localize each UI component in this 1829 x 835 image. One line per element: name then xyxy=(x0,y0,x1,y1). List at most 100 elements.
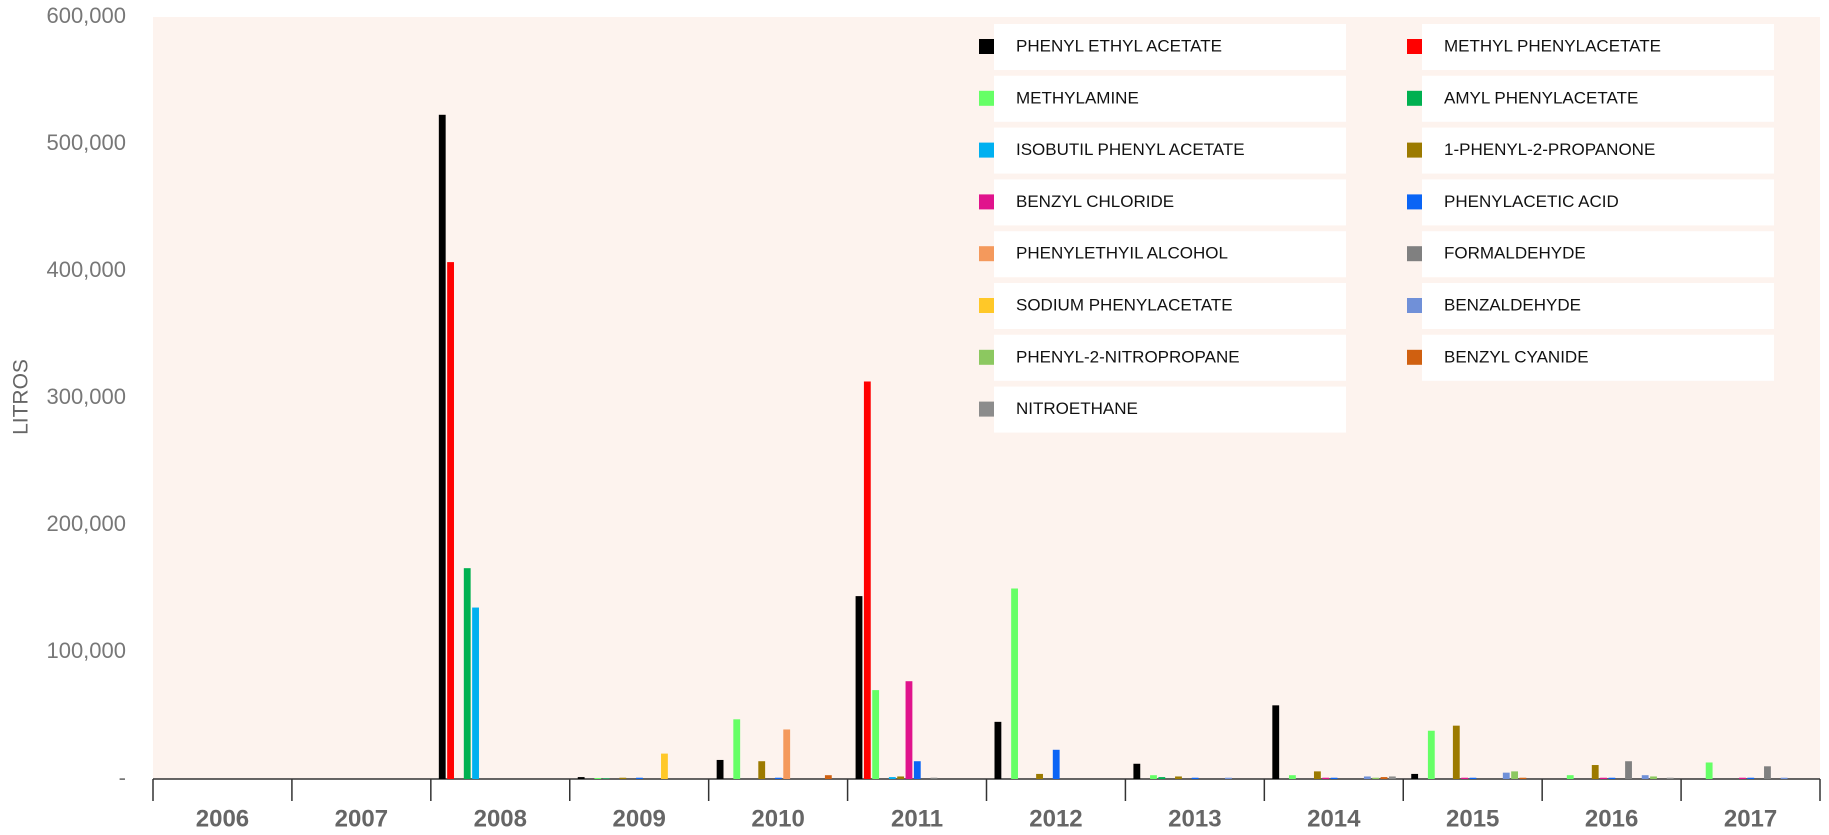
x-tick-label: 2009 xyxy=(613,805,666,832)
bar xyxy=(855,596,863,779)
x-tick-label: 2012 xyxy=(1029,805,1082,832)
legend-swatch xyxy=(979,142,994,158)
legend-swatch xyxy=(1407,194,1422,210)
legend-label: FORMALDEHYDE xyxy=(1444,244,1586,263)
legend-label: ISOBUTIL PHENYL ACETATE xyxy=(1016,140,1245,159)
y-tick-label: 500,000 xyxy=(46,130,126,155)
legend-swatch xyxy=(1407,246,1422,262)
legend-label: 1-PHENYL-2-PROPANONE xyxy=(1444,140,1655,159)
x-tick-label: 2011 xyxy=(891,805,943,832)
bar xyxy=(1625,761,1632,779)
legend-label: SODIUM PHENYLACETATE xyxy=(1016,295,1233,314)
bar xyxy=(594,777,602,779)
x-tick-label: 2013 xyxy=(1168,805,1221,832)
bar xyxy=(1052,749,1060,779)
bar xyxy=(602,778,610,779)
bar xyxy=(1519,777,1527,779)
legend-swatch xyxy=(979,349,994,365)
bar xyxy=(1461,777,1469,779)
bar xyxy=(1288,775,1296,779)
bar xyxy=(1225,777,1232,779)
bar xyxy=(783,729,791,779)
bar xyxy=(897,776,905,779)
bar xyxy=(888,777,896,779)
x-tick-label: 2008 xyxy=(474,805,527,832)
legend-swatch xyxy=(1407,142,1422,158)
bar xyxy=(1511,771,1519,779)
legend-box xyxy=(1422,127,1774,174)
bar xyxy=(758,761,766,779)
bar xyxy=(1380,777,1388,779)
legend-box xyxy=(994,334,1346,381)
bar xyxy=(1388,776,1396,779)
bar xyxy=(447,262,454,779)
bar xyxy=(716,759,724,779)
bar xyxy=(1591,765,1599,779)
legend-swatch xyxy=(979,246,994,262)
legend-box xyxy=(994,231,1346,278)
legend-swatch xyxy=(1407,39,1422,54)
x-tick-label: 2017 xyxy=(1724,805,1777,832)
bar xyxy=(1502,772,1510,779)
bar xyxy=(1363,776,1371,779)
bar xyxy=(661,753,668,779)
legend-box xyxy=(994,386,1346,433)
x-tick-label: 2007 xyxy=(335,805,388,832)
bar xyxy=(1666,777,1674,779)
bar xyxy=(1036,773,1043,779)
bar xyxy=(577,777,585,779)
y-tick-label: - xyxy=(119,765,126,790)
legend-swatch xyxy=(1407,90,1422,106)
bar xyxy=(1427,730,1435,779)
bar xyxy=(1011,588,1018,779)
legend-swatch xyxy=(979,194,994,210)
bar xyxy=(1411,773,1419,779)
bar xyxy=(1739,777,1746,779)
y-tick-label: 100,000 xyxy=(46,638,126,663)
bar xyxy=(1600,777,1607,779)
bar xyxy=(863,381,871,779)
bar xyxy=(872,690,880,779)
legend-swatch xyxy=(1407,298,1422,313)
bar xyxy=(774,777,782,779)
bar xyxy=(824,775,832,779)
bar xyxy=(1650,776,1657,779)
legend-label: NITROETHANE xyxy=(1016,399,1138,418)
legend-label: BENZYL CHLORIDE xyxy=(1016,192,1174,211)
bar xyxy=(1469,777,1477,779)
legend-label: AMYL PHENYLACETATE xyxy=(1444,88,1638,107)
y-tick-label: 400,000 xyxy=(46,257,126,282)
x-tick-label: 2010 xyxy=(751,805,804,832)
bar xyxy=(1780,777,1788,779)
bar xyxy=(1191,777,1199,779)
bar xyxy=(438,114,446,780)
bar xyxy=(636,777,643,779)
bar xyxy=(1322,777,1330,779)
bar xyxy=(1372,777,1380,779)
bar xyxy=(1705,762,1713,779)
bar xyxy=(1452,725,1460,779)
x-tick-label: 2014 xyxy=(1307,805,1361,832)
bar xyxy=(619,777,627,779)
legend-swatch xyxy=(979,90,994,106)
y-tick-label: 200,000 xyxy=(46,511,126,536)
bar xyxy=(1764,766,1771,779)
bar xyxy=(930,777,938,779)
legend-label: PHENYL-2-NITROPROPANE xyxy=(1016,347,1240,366)
legend-label: PHENYLACETIC ACID xyxy=(1444,192,1619,211)
bar xyxy=(1158,777,1166,779)
x-tick-label: 2016 xyxy=(1585,805,1638,832)
legend-label: BENZALDEHYDE xyxy=(1444,295,1581,314)
bar xyxy=(1747,777,1755,779)
legend-swatch xyxy=(1407,349,1422,365)
x-tick-label: 2006 xyxy=(196,805,249,832)
legend-label: BENZYL CYANIDE xyxy=(1444,347,1589,366)
legend-swatch xyxy=(979,401,994,417)
x-tick-label: 2015 xyxy=(1446,805,1499,832)
y-tick-label: 600,000 xyxy=(46,3,126,28)
bar xyxy=(1608,777,1616,779)
bar xyxy=(1150,775,1157,779)
bar xyxy=(733,719,741,779)
bar xyxy=(1313,771,1321,779)
